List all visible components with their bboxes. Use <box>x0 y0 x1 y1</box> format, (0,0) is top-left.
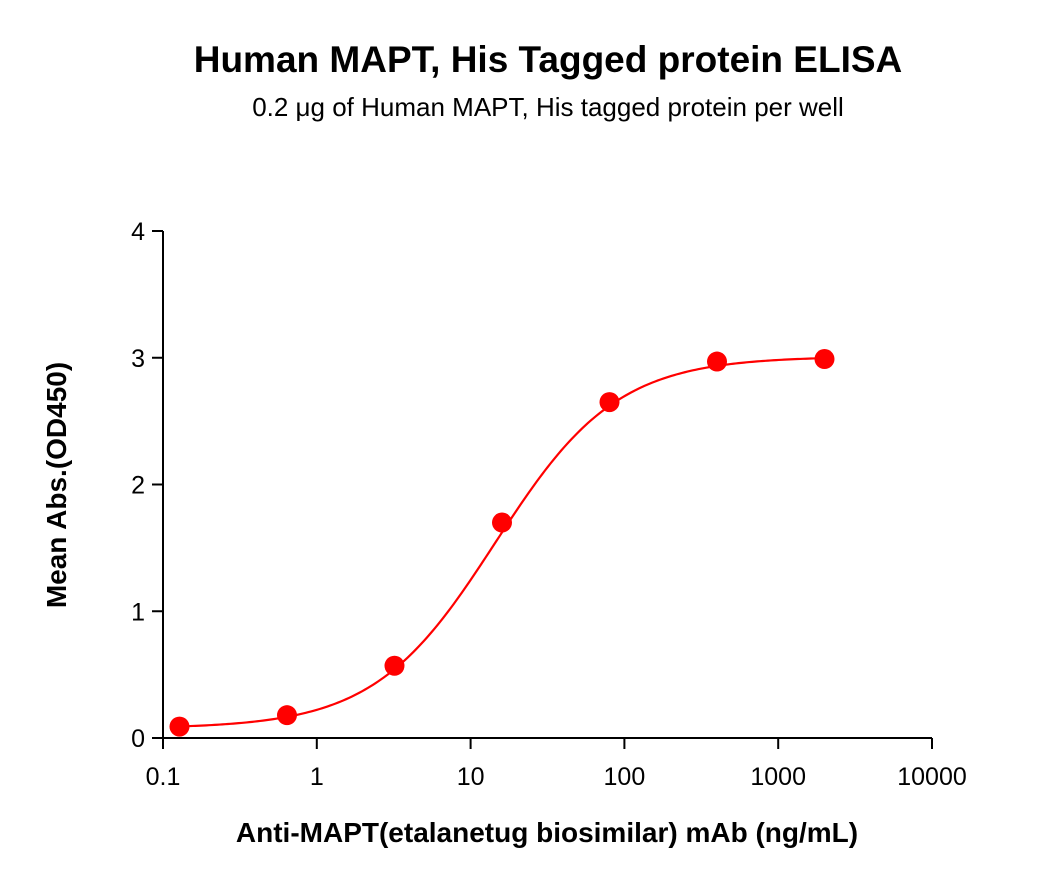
data-point <box>384 655 405 676</box>
data-point <box>814 349 835 370</box>
data-point <box>599 392 620 413</box>
y-tick-label: 1 <box>131 598 145 626</box>
x-axis-label: Anti-MAPT(etalanetug biosimilar) mAb (ng… <box>236 817 858 848</box>
x-ticks: 0.1 1 10 100 1000 10000 <box>146 738 967 791</box>
x-tick-label: 1 <box>310 763 324 791</box>
data-points <box>169 349 835 737</box>
data-point <box>276 705 297 726</box>
x-tick-label: 1000 <box>750 763 806 791</box>
data-point <box>706 351 727 372</box>
y-tick-label: 3 <box>131 345 145 373</box>
y-tick-label: 0 <box>131 725 145 753</box>
x-tick-label: 100 <box>604 763 646 791</box>
chart-subtitle: 0.2 μg of Human MAPT, His tagged protein… <box>252 92 844 122</box>
data-point <box>491 512 512 533</box>
y-tick-label: 4 <box>131 218 145 246</box>
x-tick-label: 0.1 <box>146 763 181 791</box>
chart-title: Human MAPT, His Tagged protein ELISA <box>194 39 903 80</box>
y-axis-label: Mean Abs.(OD450) <box>41 362 72 608</box>
y-tick-label: 2 <box>131 472 145 500</box>
fit-curve <box>179 357 825 728</box>
data-point <box>169 716 190 737</box>
x-tick-label: 10000 <box>897 763 967 791</box>
y-ticks: 0 1 2 3 4 <box>131 218 163 753</box>
x-tick-label: 10 <box>457 763 485 791</box>
axes <box>162 231 932 739</box>
